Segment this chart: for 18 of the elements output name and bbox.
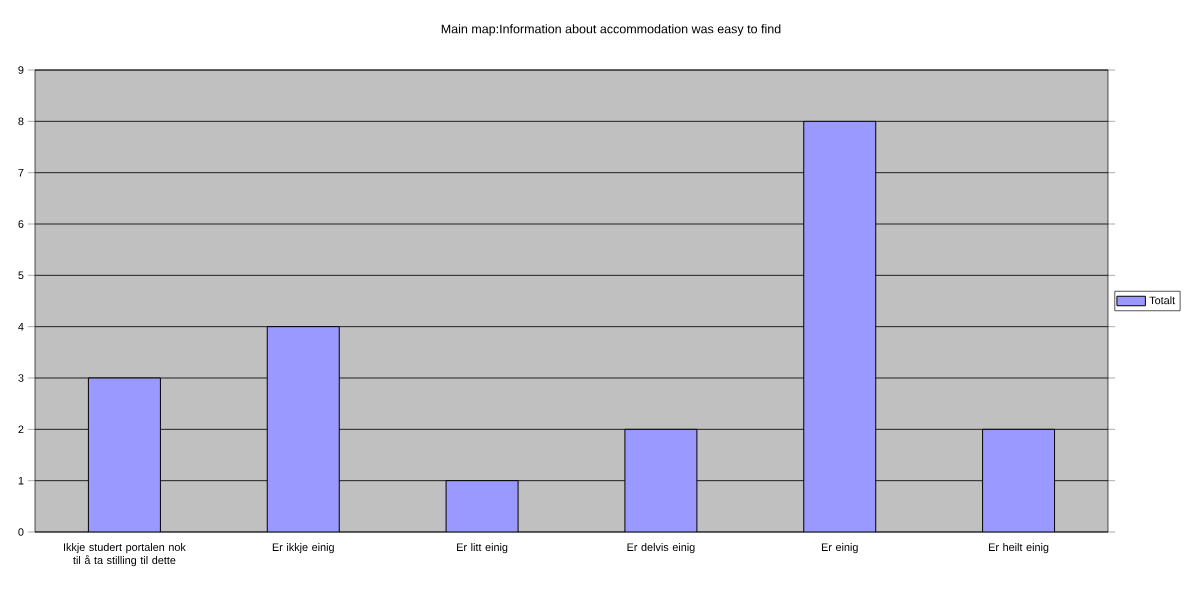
legend-label: Totalt [1149,296,1176,305]
y-tick-label: 6 [18,220,24,228]
y-tick-label: 3 [18,374,24,382]
x-tick-label: Er ikkje einig [272,543,334,554]
x-tick-label: Er delvis einig [627,543,695,554]
x-tick-label: Er litt einig [457,543,508,554]
y-tick-label: 8 [18,117,24,126]
y-tick-label: 1 [18,476,24,485]
x-tick-label: Er heilt einig [989,543,1049,554]
y-tick-label: 0 [18,528,24,536]
x-tick-label: Er einig [821,543,858,554]
y-tick-label: 4 [18,322,24,331]
y-tick-label: 7 [18,168,24,177]
y-tick-label: 5 [18,271,24,280]
y-tick-label: 2 [18,425,24,434]
y-tick-label: 9 [18,66,24,74]
chart-title: Main map:Information about accommodation was easy to find [441,24,781,36]
x-tick-label: Ikkje studert portalen nok til å ta stilling til dette [63,543,186,567]
